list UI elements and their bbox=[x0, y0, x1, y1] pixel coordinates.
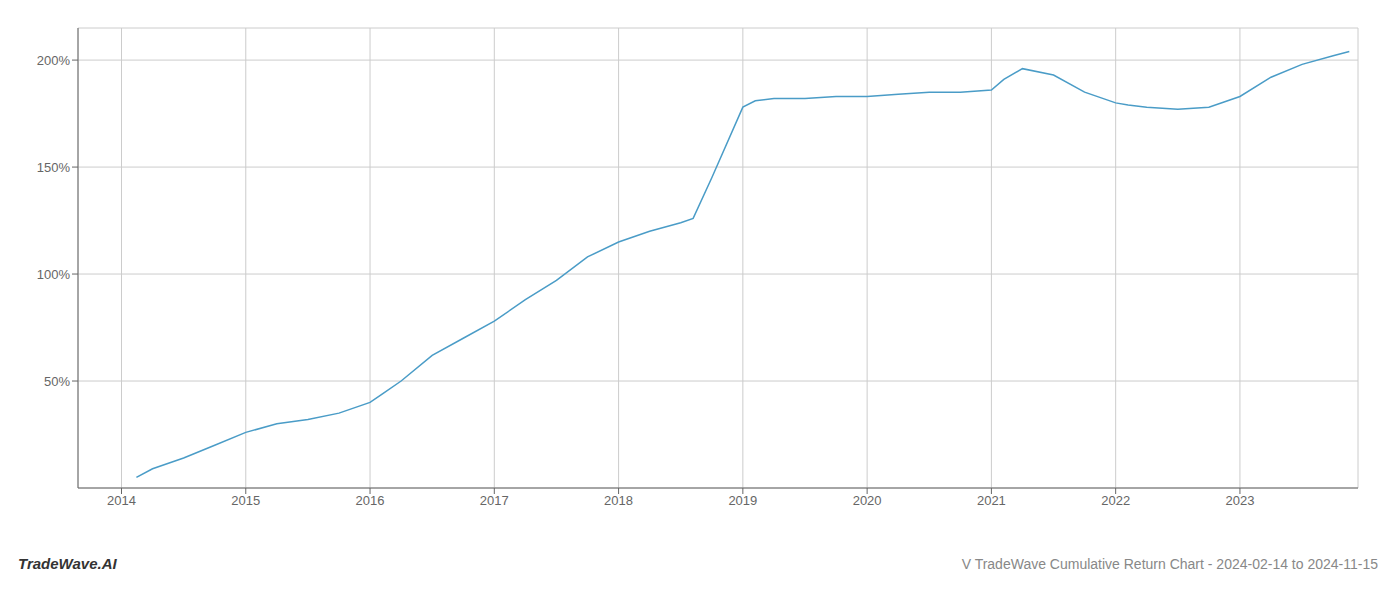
svg-text:150%: 150% bbox=[37, 160, 71, 175]
svg-text:2023: 2023 bbox=[1225, 493, 1254, 508]
svg-text:2014: 2014 bbox=[107, 493, 136, 508]
svg-text:2020: 2020 bbox=[853, 493, 882, 508]
html-text:V TradeWave Cumulative Return: V TradeWave Cumulative Return Chart - 20… bbox=[961, 556, 1378, 572]
svg-text:100%: 100% bbox=[37, 267, 71, 282]
svg-text:2022: 2022 bbox=[1101, 493, 1130, 508]
svg-text:2018: 2018 bbox=[604, 493, 633, 508]
svg-text:50%: 50% bbox=[44, 374, 70, 389]
svg-text:2015: 2015 bbox=[231, 493, 260, 508]
svg-text:2019: 2019 bbox=[728, 493, 757, 508]
svg-text:2021: 2021 bbox=[977, 493, 1006, 508]
svg-text:200%: 200% bbox=[37, 53, 71, 68]
svg-text:2017: 2017 bbox=[480, 493, 509, 508]
html-text:TradeWave.AI: TradeWave.AI bbox=[18, 555, 117, 572]
svg-text:2016: 2016 bbox=[356, 493, 385, 508]
